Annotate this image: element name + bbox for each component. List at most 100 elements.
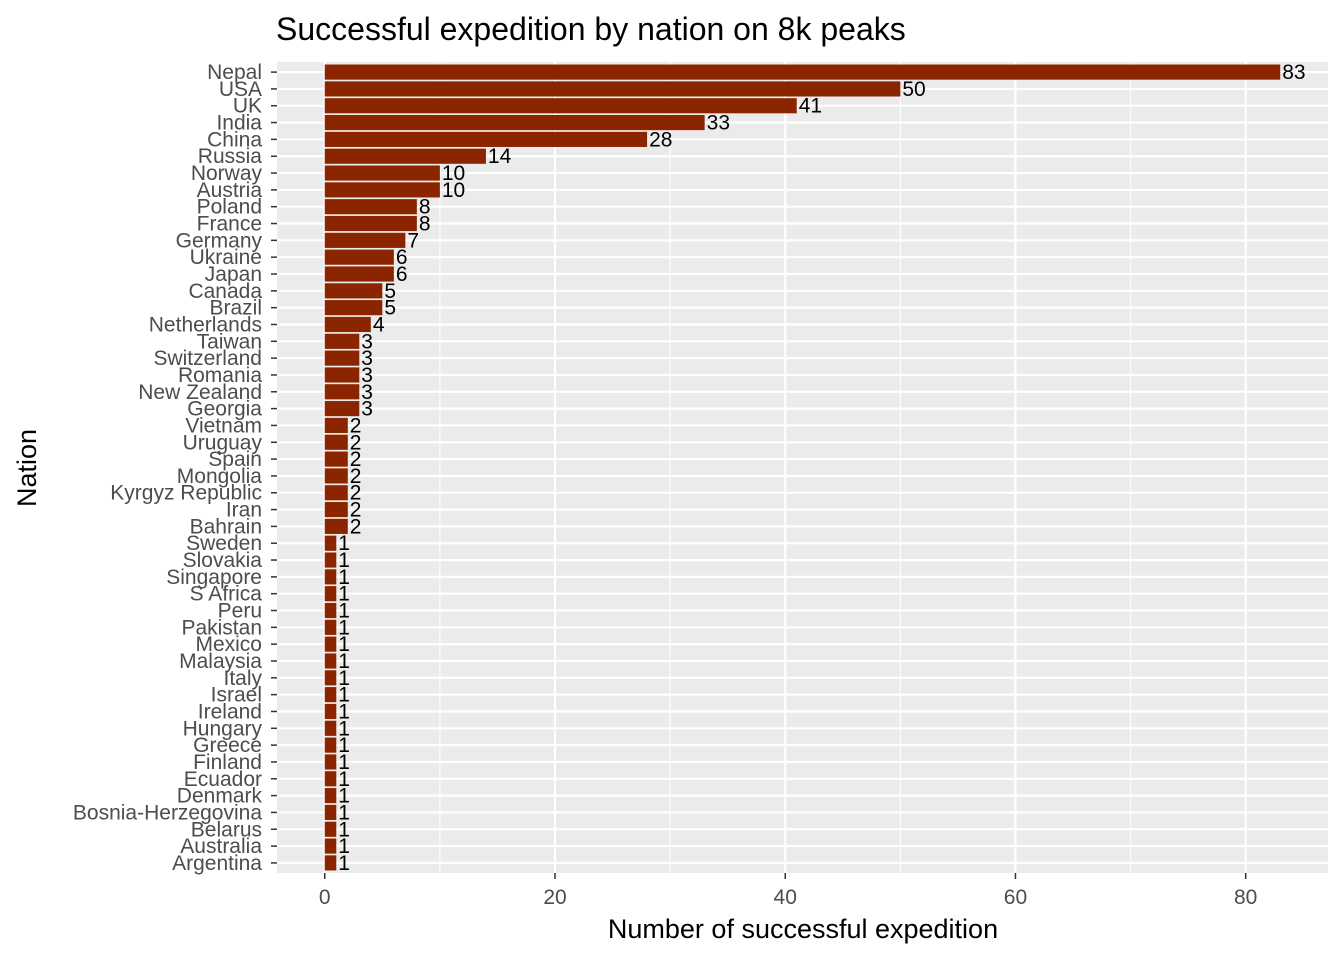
data-label: 2: [350, 482, 362, 505]
data-label: 1: [338, 549, 350, 572]
x-tick-label: 0: [319, 886, 331, 909]
bar-slovakia: [324, 552, 337, 568]
data-label: 1: [338, 633, 350, 656]
plot-panel: [277, 62, 1328, 873]
y-tick-label: Netherlands: [149, 313, 262, 336]
y-tick-label: Ukraine: [190, 246, 262, 269]
data-label: 7: [407, 229, 419, 252]
y-tick-label: Austria: [197, 179, 263, 202]
data-label: 2: [350, 499, 362, 522]
data-label: 28: [649, 128, 672, 151]
y-tick-label: Norway: [191, 162, 263, 185]
bar-nepal: [324, 64, 1281, 80]
y-tick-label: Mongolia: [177, 465, 263, 488]
y-tick-label: Malaysia: [179, 650, 262, 673]
chart-title: Successful expedition by nation on 8k pe…: [276, 11, 906, 47]
y-tick-label: Mexico: [195, 633, 262, 656]
y-tick-label: Greece: [193, 734, 262, 757]
y-tick-label: France: [197, 213, 262, 236]
y-tick-label: Sweden: [186, 532, 262, 555]
data-label: 1: [338, 600, 350, 623]
bar-ecuador: [324, 771, 337, 787]
y-tick-label: Canada: [188, 280, 262, 303]
data-label: 3: [361, 381, 373, 404]
bar-italy: [324, 670, 337, 686]
y-tick-label: Denmark: [177, 785, 263, 808]
data-label: 1: [338, 616, 350, 639]
bar-pakistan: [324, 619, 337, 635]
y-tick-label: Israel: [211, 684, 262, 707]
data-label: 2: [350, 414, 362, 437]
x-tick-label: 40: [774, 886, 797, 909]
data-label: 3: [361, 330, 373, 353]
y-tick-label: Ecuador: [184, 768, 262, 791]
y-tick-label: Kyrgyz Republic: [110, 482, 262, 505]
y-tick-label: USA: [219, 78, 262, 101]
y-tick-label: Russia: [198, 145, 263, 168]
y-tick-label: Pakistan: [181, 616, 262, 639]
data-label: 1: [338, 785, 350, 808]
y-tick-label: Japan: [205, 263, 262, 286]
data-label: 1: [338, 532, 350, 555]
bar-switzerland: [324, 350, 360, 366]
bar-brazil: [324, 300, 383, 316]
data-label: 3: [361, 398, 373, 421]
bar-mongolia: [324, 468, 348, 484]
data-label: 41: [799, 95, 822, 118]
bar-ukraine: [324, 249, 394, 265]
bar-bosnia-herzegovina: [324, 804, 337, 820]
y-tick-label: Bosnia-Herzegovina: [73, 801, 262, 824]
data-label: 1: [338, 768, 350, 791]
y-tick-label: Bahrain: [190, 515, 262, 538]
data-label: 2: [350, 448, 362, 471]
bar-austria: [324, 182, 440, 198]
bar-romania: [324, 367, 360, 383]
y-tick-label: Nepal: [207, 61, 262, 84]
y-tick-label: China: [207, 128, 262, 151]
bar-iran: [324, 501, 348, 518]
bar-israel: [324, 687, 337, 703]
y-tick-label: Georgia: [187, 398, 262, 421]
y-tick-label: Australia: [180, 835, 262, 858]
y-tick-label: Argentina: [172, 852, 262, 875]
y-tick-label: India: [216, 112, 262, 135]
bar-uk: [324, 98, 797, 114]
data-label: 33: [707, 112, 730, 135]
y-tick-label: Switzerland: [153, 347, 262, 370]
data-label: 5: [384, 280, 396, 303]
bar-usa: [324, 81, 901, 97]
data-label: 8: [419, 196, 431, 219]
bar-s-africa: [324, 586, 337, 602]
data-label: 1: [338, 700, 350, 723]
data-label: 1: [338, 667, 350, 690]
y-tick-label: Spain: [208, 448, 262, 471]
y-tick-label: Iran: [226, 499, 262, 522]
bar-india: [324, 115, 705, 131]
bar-finland: [324, 754, 337, 770]
x-tick-label: 60: [1004, 886, 1027, 909]
bar-bahrain: [324, 518, 348, 534]
x-axis-title: Number of successful expedition: [608, 914, 998, 944]
y-tick-label: Ireland: [198, 700, 262, 723]
data-label: 10: [442, 162, 465, 185]
bar-russia: [324, 148, 486, 164]
y-tick-label: Finland: [193, 751, 262, 774]
bar-hungary: [324, 720, 337, 736]
y-tick-label: Taiwan: [197, 330, 262, 353]
data-label: 1: [338, 852, 350, 875]
bar-mexico: [324, 636, 337, 652]
data-label: 1: [338, 684, 350, 707]
bar-sweden: [324, 535, 337, 551]
y-tick-label: Hungary: [183, 717, 263, 740]
y-tick-label: Italy: [223, 667, 262, 690]
bar-malaysia: [324, 653, 337, 669]
bar-china: [324, 131, 648, 147]
data-label: 6: [396, 263, 408, 286]
y-tick-label: Poland: [197, 196, 262, 219]
data-label: 1: [338, 734, 350, 757]
data-label: 1: [338, 801, 350, 824]
y-tick-label: Germany: [176, 229, 263, 252]
bar-australia: [324, 838, 337, 854]
data-label: 5: [384, 297, 396, 320]
